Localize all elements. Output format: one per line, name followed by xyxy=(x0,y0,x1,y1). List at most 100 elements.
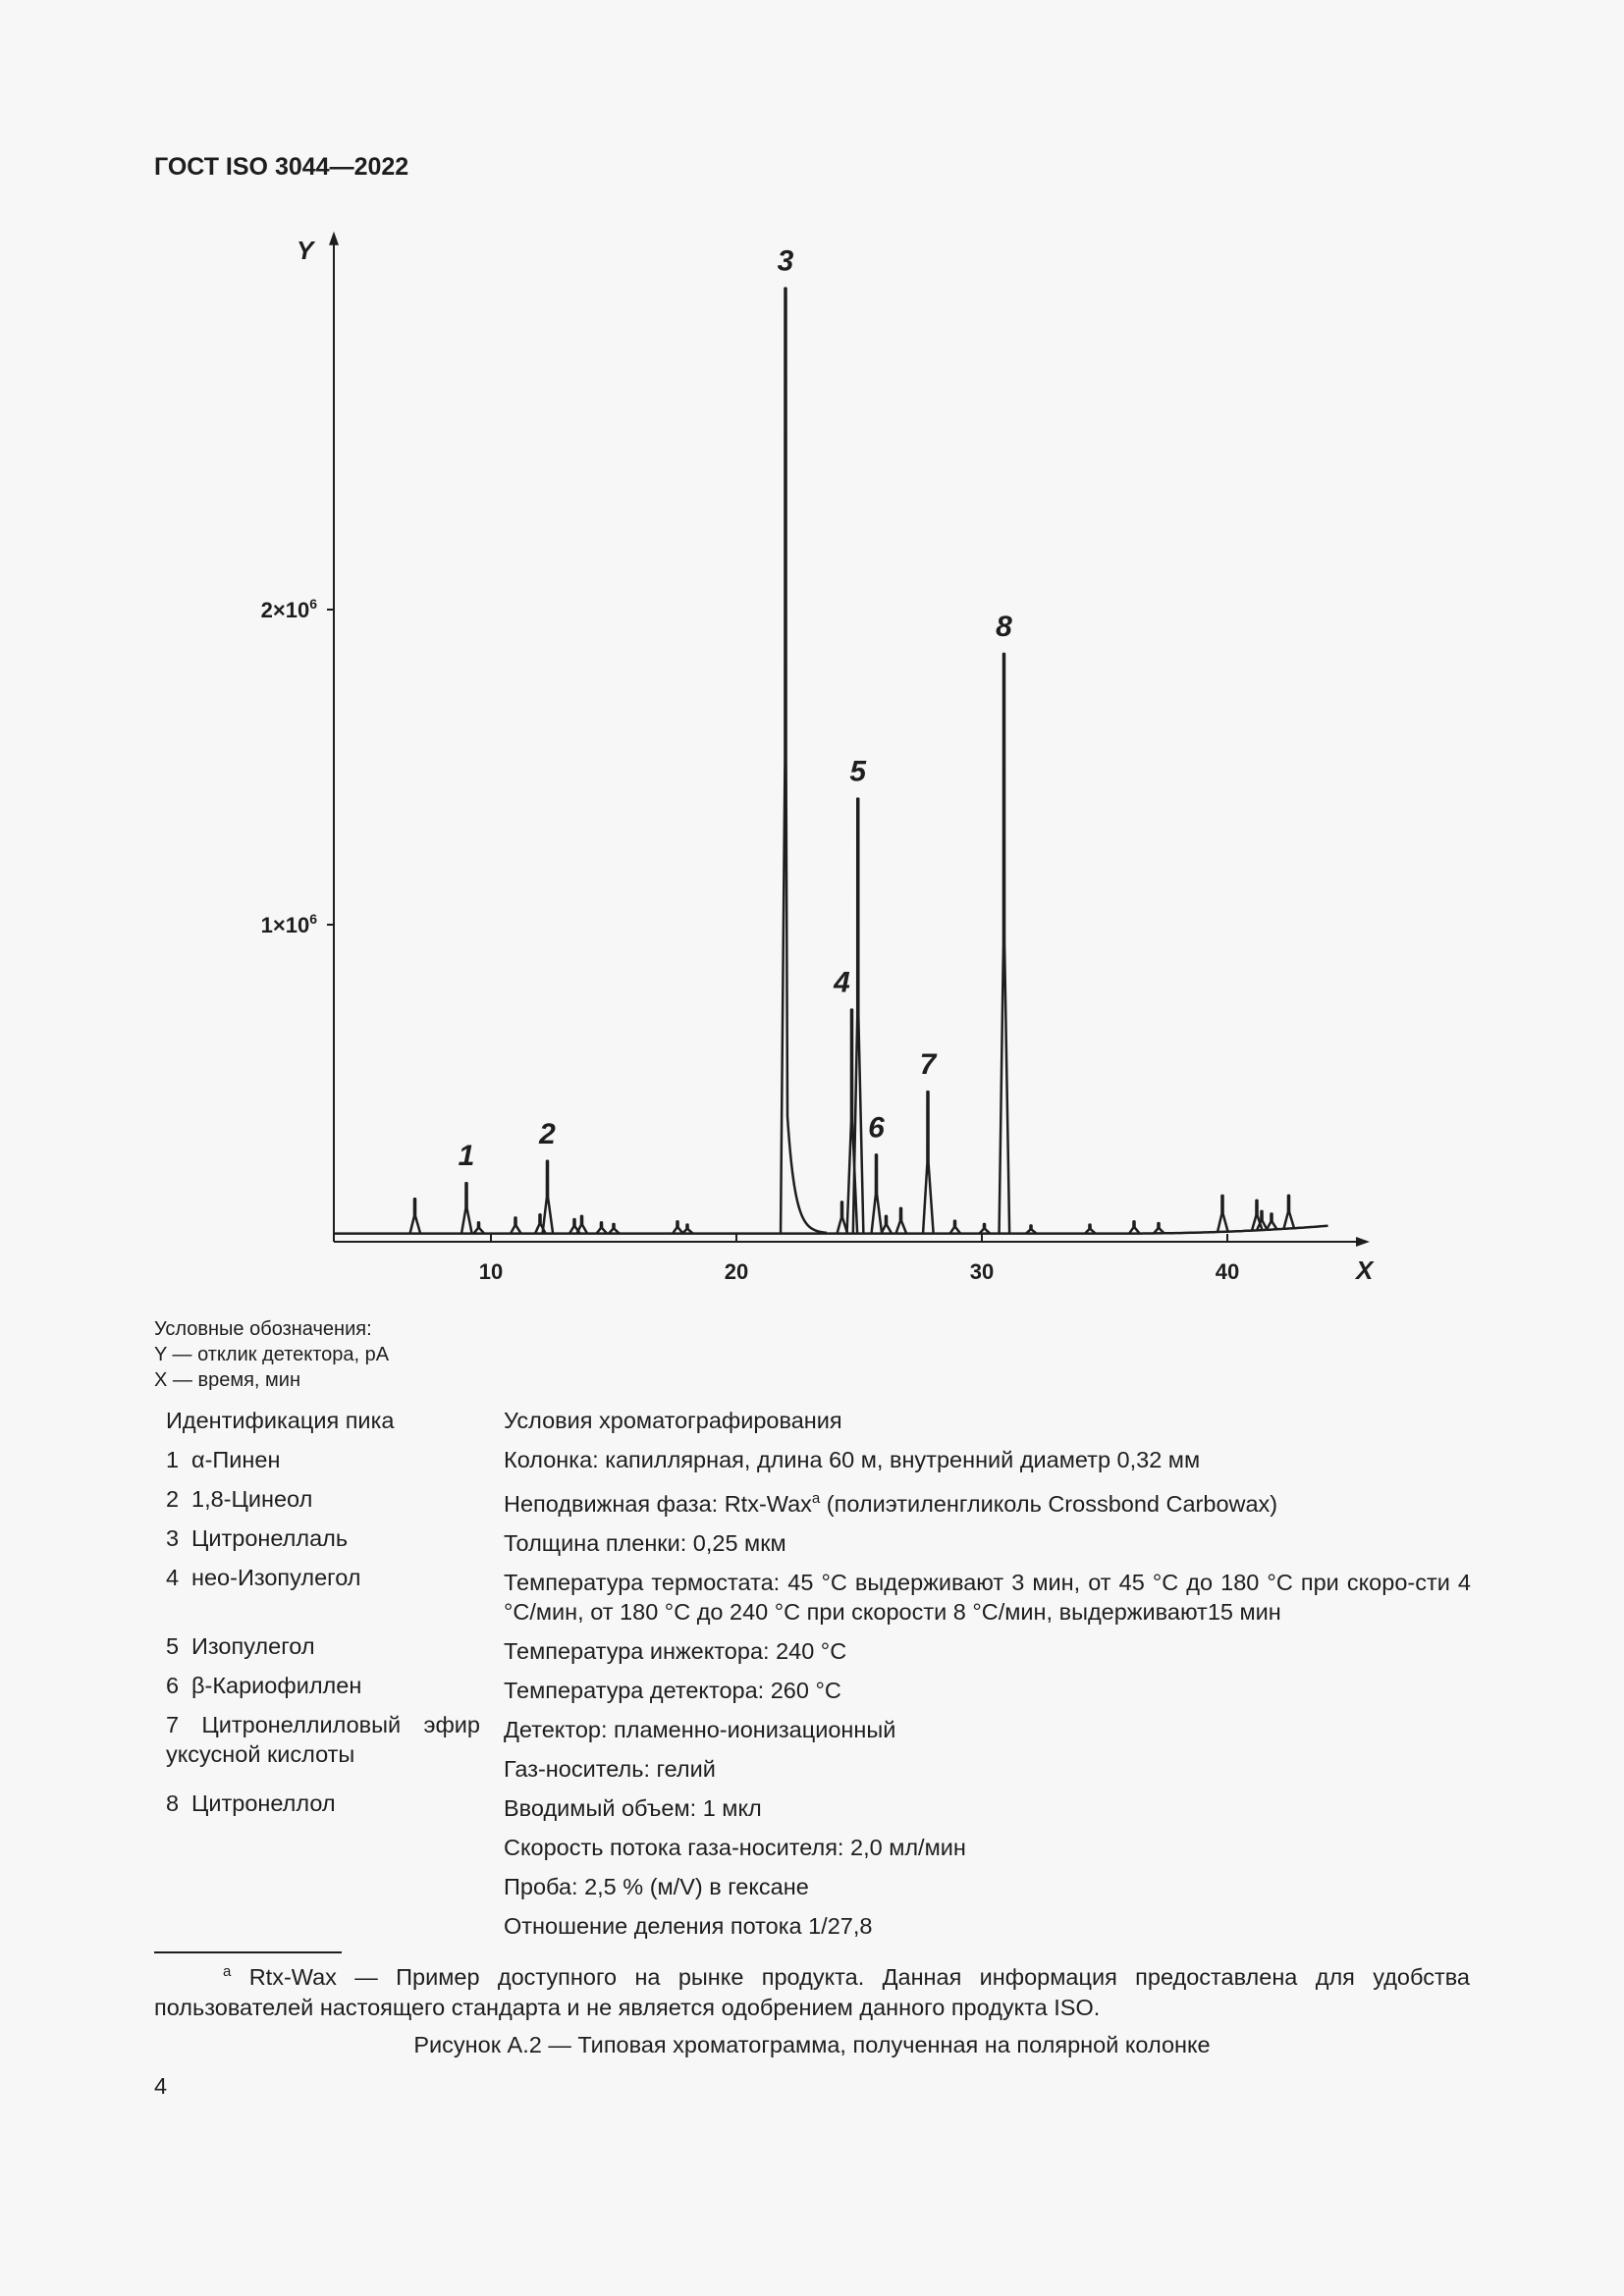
peak-item: 7 Цитронеллиловый эфир уксусной кислоты xyxy=(166,1710,480,1789)
condition-carrier: Газ-носитель: гелий xyxy=(504,1755,716,1782)
peak-item: 8 Цитронеллол xyxy=(166,1789,490,1828)
y-tick-label: 2×106 xyxy=(261,596,318,622)
peak-item: 4 нео-Изопулегол xyxy=(166,1563,490,1631)
peak-item: 5 Изопулегол xyxy=(166,1631,490,1671)
minor-peak xyxy=(1128,1220,1141,1235)
legend-y: Y — отклик детектора, pA xyxy=(154,1344,390,1365)
peak-label-3: 3 xyxy=(778,245,794,278)
minor-peak xyxy=(1153,1221,1165,1235)
minor-peak xyxy=(1025,1224,1038,1235)
x-tick-label: 10 xyxy=(479,1259,503,1284)
footnote-ref: a xyxy=(811,1490,821,1507)
minor-peak xyxy=(1265,1212,1278,1231)
y-axis-label: Y xyxy=(297,236,316,265)
peak-list-header: Идентификация пика xyxy=(166,1408,395,1433)
minor-peak xyxy=(533,1213,547,1235)
peak-number: 2 xyxy=(166,1486,180,1512)
legend: Условные обозначения: Y — отклик детекто… xyxy=(154,1316,389,1393)
minor-peak xyxy=(948,1219,962,1235)
condition-sample: Проба: 2,5 % (м/V) в гексане xyxy=(504,1873,809,1899)
peak-8 xyxy=(998,652,1011,1234)
peak-number: 7 xyxy=(166,1712,180,1737)
peak-name: Цитронеллаль xyxy=(191,1525,349,1551)
minor-peak xyxy=(408,1198,422,1234)
peak-name: Цитронеллол xyxy=(191,1790,336,1816)
axes: Y X 10 20 30 40 1×106 2×106 xyxy=(261,231,1375,1285)
peak-label-2: 2 xyxy=(538,1118,556,1150)
minor-peak xyxy=(1282,1194,1296,1229)
minor-peak xyxy=(894,1206,908,1235)
peak-number: 3 xyxy=(166,1525,180,1551)
peak-4 xyxy=(845,1008,859,1234)
peak-name: Цитронеллиловый эфир уксусной кислоты xyxy=(166,1712,480,1767)
legend-title: Условные обозначения: xyxy=(154,1318,372,1340)
condition-film: Толщина пленки: 0,25 мкм xyxy=(504,1529,786,1556)
minor-peak xyxy=(672,1220,684,1235)
condition-volume: Вводимый объем: 1 мкл xyxy=(504,1794,762,1821)
phase-text-suffix: (полиэтиленгликоль Crossbond Carbowax) xyxy=(820,1490,1278,1517)
chromatogram-trace xyxy=(334,287,1328,1235)
footnote-text: Rtx-Wax — Пример доступного на рынке про… xyxy=(154,1963,1470,2020)
x-tick-label: 30 xyxy=(970,1259,994,1284)
minor-peak xyxy=(1255,1209,1269,1231)
minor-peak xyxy=(1216,1194,1229,1233)
peak-6 xyxy=(870,1153,884,1234)
y-tick-exponent: 6 xyxy=(309,911,317,927)
peak-item: 1 α-Пинен xyxy=(166,1445,490,1484)
peak-number: 8 xyxy=(166,1790,180,1816)
minor-peak xyxy=(595,1221,609,1235)
page-number: 4 xyxy=(154,2073,168,2099)
minor-peak xyxy=(509,1216,522,1235)
condition-oven: Температура термостата: 45 °C выдерживаю… xyxy=(504,1569,1471,1625)
minor-peak xyxy=(880,1214,893,1235)
peak-label-5: 5 xyxy=(849,756,867,788)
x-tick-label: 20 xyxy=(725,1259,748,1284)
peak-3 xyxy=(779,287,828,1235)
peak-2 xyxy=(541,1159,555,1234)
condition-phase: Неподвижная фаза: Rtx-Waxa (полиэтиленгл… xyxy=(504,1484,1471,1528)
minor-peak xyxy=(472,1221,486,1235)
minor-peak xyxy=(568,1217,581,1235)
minor-peak xyxy=(575,1214,589,1235)
peak-labels: 1 2 3 4 5 6 7 8 xyxy=(459,245,1013,1173)
chromatography-conditions: Условия хроматографирования Колонка: кап… xyxy=(504,1406,1471,1950)
peak-label-6: 6 xyxy=(868,1111,885,1144)
peak-label-1: 1 xyxy=(459,1140,475,1172)
peak-name: 1,8-Цинеол xyxy=(191,1486,313,1512)
peak-label-8: 8 xyxy=(996,611,1012,643)
minor-peak xyxy=(681,1223,694,1235)
condition-detector: Детектор: пламенно-ионизационный xyxy=(504,1716,896,1742)
document-header: ГОСТ ISO 3044—2022 xyxy=(154,153,409,181)
legend-x: X — время, мин xyxy=(154,1369,300,1391)
footnote-divider xyxy=(154,1951,342,1953)
peak-name: β-Кариофиллен xyxy=(191,1673,362,1698)
peak-name: нео-Изопулегол xyxy=(191,1565,361,1590)
peak-1 xyxy=(460,1181,473,1234)
minor-peak xyxy=(978,1222,991,1235)
condition-injector: Температура инжектора: 240 °C xyxy=(504,1637,847,1664)
conditions-header: Условия хроматографирования xyxy=(504,1408,842,1433)
y-tick-label: 1×106 xyxy=(261,911,318,937)
condition-flow: Скорость потока газа-носителя: 2,0 мл/ми… xyxy=(504,1834,966,1860)
peak-item: 6 β-Кариофиллен xyxy=(166,1671,490,1710)
peak-number: 6 xyxy=(166,1673,180,1698)
peak-number: 1 xyxy=(166,1447,180,1472)
footnote-mark: a xyxy=(223,1963,232,1980)
peak-number: 4 xyxy=(166,1565,180,1590)
condition-split: Отношение деления потока 1/27,8 xyxy=(504,1912,873,1939)
condition-column: Колонка: капиллярная, длина 60 м, внутре… xyxy=(504,1447,1201,1472)
peak-label-7: 7 xyxy=(920,1048,938,1081)
x-axis-label: X xyxy=(1354,1255,1375,1285)
peak-number: 5 xyxy=(166,1633,180,1659)
y-axis-arrow-icon xyxy=(329,231,339,245)
minor-peak xyxy=(836,1201,849,1234)
x-tick-label: 40 xyxy=(1216,1259,1239,1284)
minor-peak xyxy=(608,1222,621,1235)
peak-item: 3 Цитронеллаль xyxy=(166,1523,490,1563)
peak-label-4: 4 xyxy=(833,967,850,999)
condition-detector-temp: Температура детектора: 260 °C xyxy=(504,1677,841,1703)
y-tick-exponent: 6 xyxy=(309,596,317,612)
peak-5 xyxy=(851,797,865,1234)
peak-identification-list: Идентификация пика 1 α-Пинен 2 1,8-Цинеол … xyxy=(166,1406,490,1828)
minor-peak xyxy=(1084,1223,1097,1235)
